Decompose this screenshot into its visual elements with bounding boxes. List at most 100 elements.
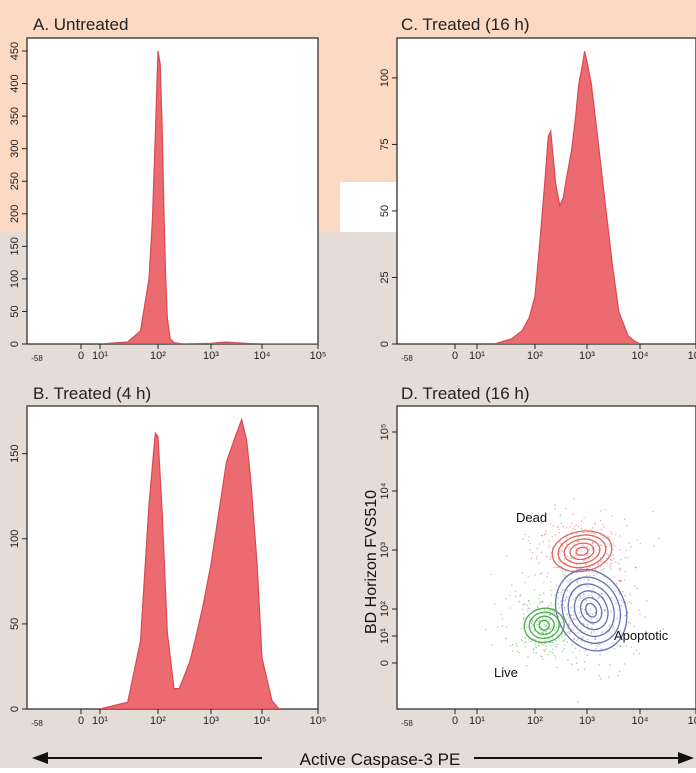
population-dead-dot <box>635 566 637 569</box>
population-live-dot <box>543 623 546 626</box>
population-live-dot <box>551 625 554 628</box>
population-live-dot <box>543 636 546 638</box>
population-apoptotic-dot <box>588 570 591 573</box>
population-live-dot <box>545 625 547 627</box>
population-apoptotic-dot <box>635 649 637 651</box>
population-live-dot <box>540 634 543 637</box>
population-apoptotic-dot <box>629 622 631 625</box>
population-live-dot <box>536 624 538 626</box>
population-live-dot <box>524 637 527 640</box>
population-dead-dot <box>576 580 578 583</box>
population-dead-contour <box>563 538 601 565</box>
population-live-dot <box>509 645 512 647</box>
population-live-dot <box>566 641 568 643</box>
population-dead-dot <box>536 558 538 560</box>
population-dead-dot <box>591 556 594 558</box>
population-live-dot <box>530 622 533 624</box>
population-live-dot <box>539 573 542 575</box>
population-apoptotic-dot <box>568 581 570 583</box>
population-apoptotic-dot <box>575 662 578 664</box>
panel-a-ytick-label: 0 <box>9 341 21 347</box>
population-dead-dot <box>634 585 636 587</box>
population-live-dot <box>568 622 570 624</box>
population-apoptotic-dot <box>594 612 596 614</box>
population-live-dot <box>544 618 547 620</box>
population-apoptotic-dot <box>589 574 591 577</box>
population-live-dot <box>554 629 556 632</box>
population-apoptotic-dot <box>578 535 581 538</box>
population-dead-contour <box>551 530 613 573</box>
population-dead-dot <box>529 549 531 551</box>
population-live-dot <box>550 589 553 592</box>
population-apoptotic-dot <box>563 588 566 591</box>
population-apoptotic-dot <box>594 638 596 640</box>
population-dead-dot <box>555 566 557 569</box>
population-live-dot <box>540 601 542 603</box>
population-live-dot <box>563 644 566 646</box>
population-live-dot <box>572 610 575 613</box>
population-live-dot <box>568 624 570 626</box>
population-apoptotic-dot <box>564 574 566 577</box>
population-dead-dot <box>606 562 609 564</box>
population-dead-dot <box>554 504 556 507</box>
population-live-dot <box>555 620 558 623</box>
population-live-dot <box>493 603 496 605</box>
population-live-dot <box>560 591 563 594</box>
population-apoptotic-dot <box>617 674 619 677</box>
population-live-dot <box>528 599 530 602</box>
population-live-dot <box>549 644 552 647</box>
population-dead-dot <box>550 594 553 596</box>
population-dead-dot <box>611 554 614 556</box>
population-live-dot <box>566 614 568 616</box>
population-live-dot <box>505 598 507 600</box>
panel-d-ytick-label: 10⁵ <box>379 424 391 441</box>
population-live-dot <box>551 604 553 606</box>
population-apoptotic-contour <box>585 602 598 618</box>
population-live-dot <box>541 631 544 634</box>
population-apoptotic-dot <box>561 650 564 653</box>
population-dead-dot <box>613 558 615 560</box>
population-dead-dot <box>574 547 577 549</box>
population-live-dot <box>555 639 558 642</box>
xlabel-arrow-right-head <box>678 752 694 764</box>
population-apoptotic-dot <box>632 652 635 655</box>
population-apoptotic-dot <box>594 638 597 640</box>
population-apoptotic-dot <box>543 581 545 584</box>
population-live-dot <box>580 616 582 619</box>
population-dead-dot <box>592 526 594 529</box>
panel-c-histogram <box>494 51 641 344</box>
population-live-dot <box>522 618 525 620</box>
population-dead-dot <box>619 579 621 582</box>
population-apoptotic-dot <box>634 566 637 568</box>
population-dead-dot <box>610 531 612 533</box>
population-live-dot <box>527 655 529 658</box>
population-live-dot <box>518 651 521 654</box>
population-live-dot <box>516 645 518 647</box>
population-apoptotic-dot <box>595 647 597 650</box>
population-dead-dot <box>561 545 564 547</box>
panel-a-xtick-label: 10⁵ <box>310 350 327 362</box>
population-live-dot <box>557 602 560 605</box>
population-live-dot <box>578 616 580 619</box>
population-dead-dot <box>636 539 638 541</box>
population-live-dot <box>545 648 547 650</box>
population-apoptotic-dot <box>624 614 626 617</box>
population-dead-dot <box>574 528 576 531</box>
population-apoptotic-dot <box>540 551 543 554</box>
population-dead-dot <box>541 572 543 574</box>
population-apoptotic-dot <box>529 607 531 610</box>
population-apoptotic-dot <box>618 568 621 570</box>
population-apoptotic-dot <box>623 663 626 665</box>
population-live-dot <box>570 614 573 616</box>
population-apoptotic-dot <box>613 647 616 650</box>
population-apoptotic-dot <box>555 646 557 648</box>
population-label-dead: Dead <box>516 510 547 525</box>
panel-b-ytick-label: 150 <box>9 444 21 462</box>
population-dead-dot <box>602 524 604 526</box>
population-dead-dot <box>505 555 508 557</box>
population-dead-dot <box>540 534 543 537</box>
population-dead-dot <box>545 555 547 558</box>
population-live-dot <box>540 655 542 657</box>
population-live-dot <box>516 650 519 653</box>
population-dead-contour <box>557 534 607 569</box>
